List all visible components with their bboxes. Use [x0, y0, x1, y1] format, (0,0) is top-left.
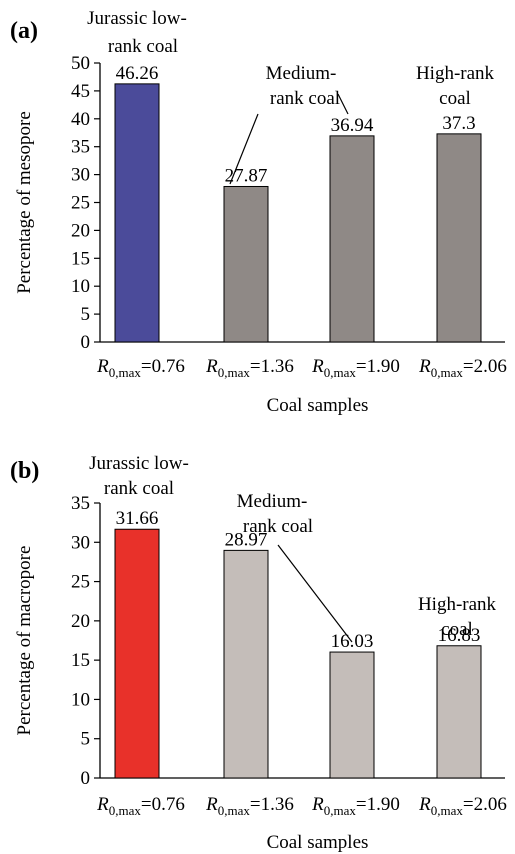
y-tick-label: 10	[71, 689, 90, 710]
bar	[114, 528, 160, 779]
y-tick-label: 40	[71, 109, 90, 130]
bar	[436, 133, 482, 343]
bar	[436, 645, 482, 779]
y-tick-label: 30	[71, 532, 90, 553]
chart-panel-a: (a) 0 5 10 15 20 25 30 35 40 45 50 Percentage of mes…	[10, 8, 507, 416]
annotation: rank coal	[108, 36, 178, 57]
x-axis-label: Coal samples	[267, 832, 369, 853]
annotation: Jurassic low-	[87, 8, 187, 29]
annotation-leader-line	[337, 93, 349, 115]
annotation: High-rank	[418, 594, 497, 615]
y-tick-label: 35	[71, 137, 90, 158]
data-label: 27.87	[225, 165, 268, 186]
data-label: 28.97	[225, 529, 268, 550]
panel-label: (a)	[10, 18, 38, 44]
bar	[329, 651, 375, 779]
y-tick-label: 10	[71, 276, 90, 297]
y-tick-label: 25	[71, 572, 90, 593]
annotation: coal	[441, 619, 473, 640]
annotation: rank coal	[243, 516, 313, 537]
y-tick-label: 0	[81, 768, 91, 789]
annotation: rank coal	[270, 88, 340, 109]
x-tick-label: R0,max=0.76	[96, 794, 185, 818]
annotation-leader-line	[229, 113, 259, 185]
data-label: 37.3	[442, 113, 475, 134]
y-tick-label: 50	[71, 53, 90, 74]
y-tick-label: 25	[71, 193, 90, 214]
y-axis-label: Percentage of mesopore	[14, 111, 35, 294]
annotation: Jurassic low-	[89, 453, 189, 474]
data-label: 16.83	[438, 625, 481, 646]
x-tick-label: R0,max=2.06	[418, 794, 507, 818]
y-tick-label: 5	[81, 304, 91, 325]
y-tick-label: 45	[71, 81, 90, 102]
annotation-leader-line	[277, 544, 353, 643]
annotation: rank coal	[104, 478, 174, 499]
y-tick-label: 20	[71, 611, 90, 632]
bar	[329, 135, 375, 343]
x-tick-label: R0,max=1.90	[311, 356, 400, 380]
data-label: 46.26	[116, 63, 159, 84]
y-tick-label: 5	[81, 729, 91, 750]
annotation: High-rank	[416, 63, 495, 84]
y-tick-label: 30	[71, 165, 90, 186]
bar	[223, 185, 269, 343]
x-tick-label: R0,max=1.36	[205, 794, 294, 818]
annotation: coal	[439, 88, 471, 109]
annotation: Medium-	[237, 491, 308, 512]
x-tick-label: R0,max=1.90	[311, 794, 400, 818]
bar	[114, 83, 160, 343]
y-axis-label: Percentage of macropore	[14, 546, 35, 736]
chart-panel-b: (b) 0 5 10 15 20 25 30 35 Percentage of macropore…	[10, 453, 507, 853]
y-tick-label: 15	[71, 650, 90, 671]
annotation: Medium-	[266, 63, 337, 84]
x-tick-label: R0,max=0.76	[96, 356, 185, 380]
data-label: 36.94	[331, 115, 374, 136]
y-tick-label: 15	[71, 248, 90, 269]
data-label: 31.66	[116, 508, 159, 529]
panel-label: (b)	[10, 458, 39, 484]
y-tick-label: 0	[81, 332, 91, 353]
x-tick-label: R0,max=1.36	[205, 356, 294, 380]
x-axis-label: Coal samples	[267, 395, 369, 416]
x-tick-label: R0,max=2.06	[418, 356, 507, 380]
y-tick-label: 35	[71, 493, 90, 514]
bar	[223, 549, 269, 779]
y-tick-label: 20	[71, 220, 90, 241]
